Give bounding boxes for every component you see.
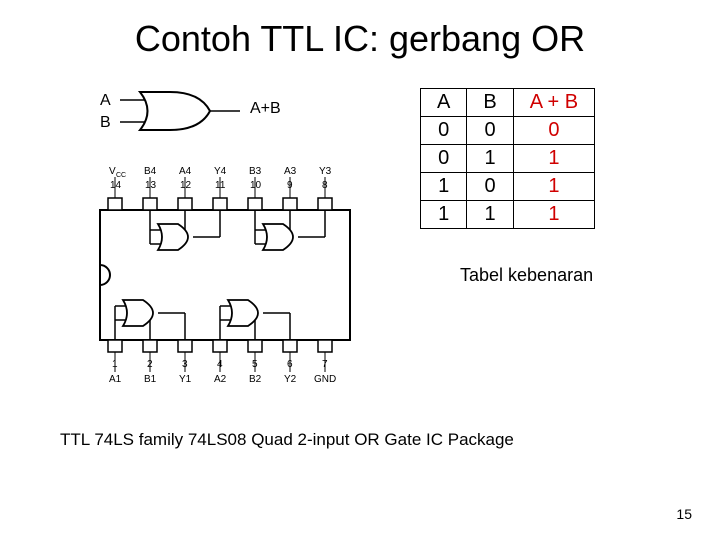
cell: 1 [421, 173, 467, 201]
cell: 1 [421, 201, 467, 229]
pin-label: A2 [214, 374, 227, 385]
pin-label: A4 [179, 166, 192, 177]
th-a: A [421, 89, 467, 117]
cell: 1 [467, 201, 513, 229]
pin-label: Y2 [284, 374, 297, 385]
cell: 0 [421, 117, 467, 145]
th-out: A + B [513, 89, 594, 117]
pin-num: 13 [145, 180, 157, 191]
table-row: 0 0 0 [421, 117, 595, 145]
table-row: 1 0 1 [421, 173, 595, 201]
pin-label: V [109, 166, 116, 177]
bottom-pins [108, 340, 332, 352]
or-gate-icon [90, 90, 250, 140]
pin-label: A3 [284, 166, 297, 177]
pin-label: B2 [249, 374, 262, 385]
truth-table-caption: Tabel kebenaran [460, 265, 593, 286]
page-title: Contoh TTL IC: gerbang OR [0, 18, 720, 60]
cell: 0 [513, 117, 594, 145]
ic-caption: TTL 74LS family 74LS08 Quad 2-input OR G… [60, 430, 514, 450]
table-row: 0 1 1 [421, 145, 595, 173]
cell: 1 [467, 145, 513, 173]
cell: 0 [467, 117, 513, 145]
cell: 0 [421, 145, 467, 173]
cell: 1 [513, 145, 594, 173]
pin-label-sub: CC [116, 172, 126, 179]
pin-num: 14 [110, 180, 122, 191]
pin-label: Y4 [214, 166, 227, 177]
pin-label: GND [314, 374, 336, 385]
pin-label: Y1 [179, 374, 192, 385]
th-b: B [467, 89, 513, 117]
truth-table: A B A + B 0 0 0 0 1 1 1 0 1 1 1 1 [420, 88, 595, 229]
pin-label: B1 [144, 374, 157, 385]
cell: 1 [513, 173, 594, 201]
pin-num: 10 [250, 180, 262, 191]
pin-label: Y3 [319, 166, 332, 177]
pin-label: A1 [109, 374, 122, 385]
gate-output-label: A+B [250, 100, 281, 118]
page-number: 15 [676, 506, 692, 522]
pin-num: 12 [180, 180, 192, 191]
ic-package-diagram: V CC B4 A4 Y4 B3 A3 Y3 14 13 12 11 10 9 … [80, 160, 380, 400]
cell: 1 [513, 201, 594, 229]
pin-label: B3 [249, 166, 262, 177]
pin-label: B4 [144, 166, 157, 177]
top-pins [108, 198, 332, 210]
table-row: 1 1 1 [421, 201, 595, 229]
cell: 0 [467, 173, 513, 201]
